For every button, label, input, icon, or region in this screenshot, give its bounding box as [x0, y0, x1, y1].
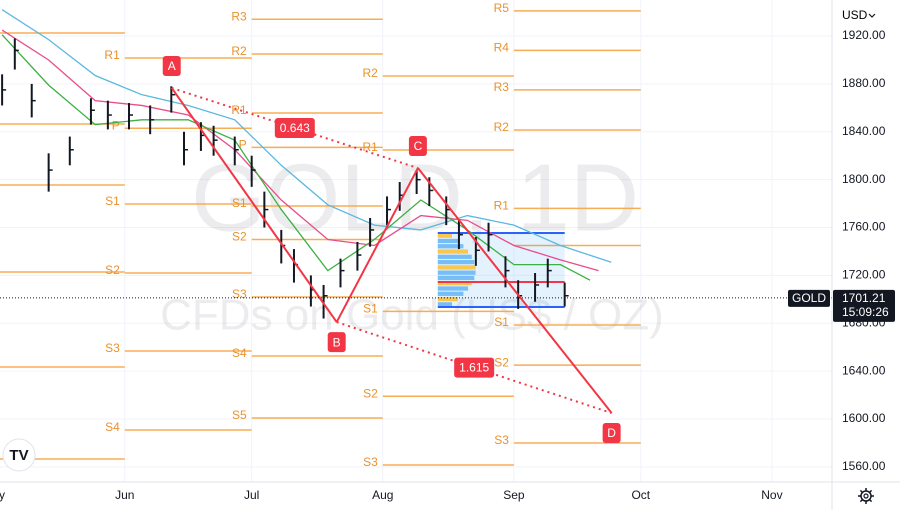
- pivot-label: S3: [105, 341, 120, 355]
- volume-row: [437, 249, 469, 254]
- point-badge: [162, 55, 181, 76]
- watermark-sub: CFDs on Gold (US$ / OZ): [160, 291, 664, 340]
- pivot-label: R3: [494, 80, 510, 94]
- x-tick-label: Sep: [503, 488, 525, 502]
- last-price-label: 1701.21: [842, 291, 886, 305]
- pivot-label: R1: [231, 103, 247, 117]
- pattern-leg: [335, 167, 419, 323]
- point-label: B: [333, 335, 341, 349]
- pivot-label: S3: [494, 433, 509, 447]
- pivot-label: P: [112, 118, 120, 132]
- settings-gear[interactable]: [858, 488, 874, 504]
- y-tick-label: 1600.00: [842, 411, 886, 425]
- watermark: GOLD, 1D: [191, 144, 639, 251]
- plot-area: GOLD, 1D CFDs on Gold (US$ / OZ) R1 P S1 S2 S3…: [0, 0, 832, 482]
- y-tick-label: 1800.00: [842, 172, 886, 186]
- y-tick-label: 1840.00: [842, 124, 886, 138]
- ratio-badge: [274, 118, 315, 139]
- volume-row: [437, 244, 464, 249]
- ratio-badge: [454, 357, 495, 378]
- countdown-label: 15:09:26: [842, 305, 889, 319]
- pivot-label: S2: [494, 355, 509, 369]
- pivot-label: S2: [105, 263, 120, 277]
- pivot-label: S1: [232, 196, 247, 210]
- pivot-label: R2: [231, 44, 247, 58]
- ratio-label: 0.643: [280, 121, 310, 135]
- volume-row: [437, 238, 458, 244]
- pattern-ratio-line: [171, 87, 419, 169]
- volume-row: [437, 281, 472, 286]
- y-tick-label: 1640.00: [842, 363, 886, 377]
- currency-caret[interactable]: [868, 13, 876, 18]
- axes: 1560.001600.001640.001680.001720.001760.…: [0, 28, 886, 502]
- volume-row: [437, 302, 453, 307]
- y-tick-label: 1760.00: [842, 220, 886, 234]
- pivot-label: P: [239, 138, 247, 152]
- x-tick-label: Oct: [631, 488, 650, 502]
- point-badge: [327, 332, 346, 353]
- pattern-leg: [417, 167, 613, 414]
- pivot-label: S1: [494, 315, 509, 329]
- volume-row: [437, 270, 476, 275]
- volume-row: [437, 275, 475, 281]
- y-tick-label: 1560.00: [842, 459, 886, 473]
- pivot-label: S4: [105, 420, 120, 434]
- point-badge: [602, 423, 621, 444]
- y-tick-label: 1720.00: [842, 268, 886, 282]
- pivot-label: R1: [494, 199, 510, 213]
- volume-row: [437, 291, 464, 296]
- pivot-label: S1: [105, 194, 120, 208]
- volume-row: [437, 286, 469, 291]
- ratio-label: 1.615: [459, 361, 489, 375]
- point-badge: [408, 136, 427, 157]
- pivot-label: S4: [232, 346, 247, 360]
- symbol-label: GOLD: [792, 291, 826, 305]
- pivot-label: S3: [232, 287, 247, 301]
- point-label: A: [168, 59, 176, 73]
- x-tick-label: Jul: [244, 488, 259, 502]
- pivot-label: R3: [231, 9, 247, 23]
- moving-average: [1, 29, 599, 272]
- pivot-label: R1: [362, 140, 378, 154]
- point-label: C: [414, 139, 423, 153]
- volume-row: [437, 296, 458, 302]
- y-tick-label: 1880.00: [842, 76, 886, 90]
- svg-text:TV: TV: [9, 447, 28, 464]
- volume-row: [437, 233, 453, 238]
- moving-average: [1, 9, 612, 263]
- last-price-badge: [833, 289, 895, 322]
- pivot-label: S2: [363, 386, 378, 400]
- x-tick-label: May: [0, 488, 5, 502]
- currency[interactable]: USD: [842, 8, 868, 22]
- pivot-label: R2: [362, 66, 378, 80]
- tv-logo: TV: [2, 438, 36, 472]
- pivot-label: S2: [232, 230, 247, 244]
- pivot-label: R4: [494, 41, 510, 55]
- x-tick-label: Jun: [115, 488, 134, 502]
- pattern-leg: [170, 87, 338, 323]
- y-tick-label: 1920.00: [842, 28, 886, 42]
- x-tick-label: Nov: [761, 488, 782, 502]
- pivot-label: R2: [494, 120, 510, 134]
- pivot-label: S1: [363, 301, 378, 315]
- volume-row: [437, 265, 476, 270]
- point-label: D: [607, 426, 616, 440]
- symbol-badge: [788, 289, 830, 307]
- volume-row: [437, 259, 475, 265]
- pivot-label: R5: [494, 1, 510, 15]
- pivot-label: S5: [232, 408, 247, 422]
- pivot-label: S3: [363, 455, 378, 469]
- x-tick-label: Aug: [372, 488, 393, 502]
- pivot-label: R1: [104, 48, 120, 62]
- volume-row: [437, 254, 472, 259]
